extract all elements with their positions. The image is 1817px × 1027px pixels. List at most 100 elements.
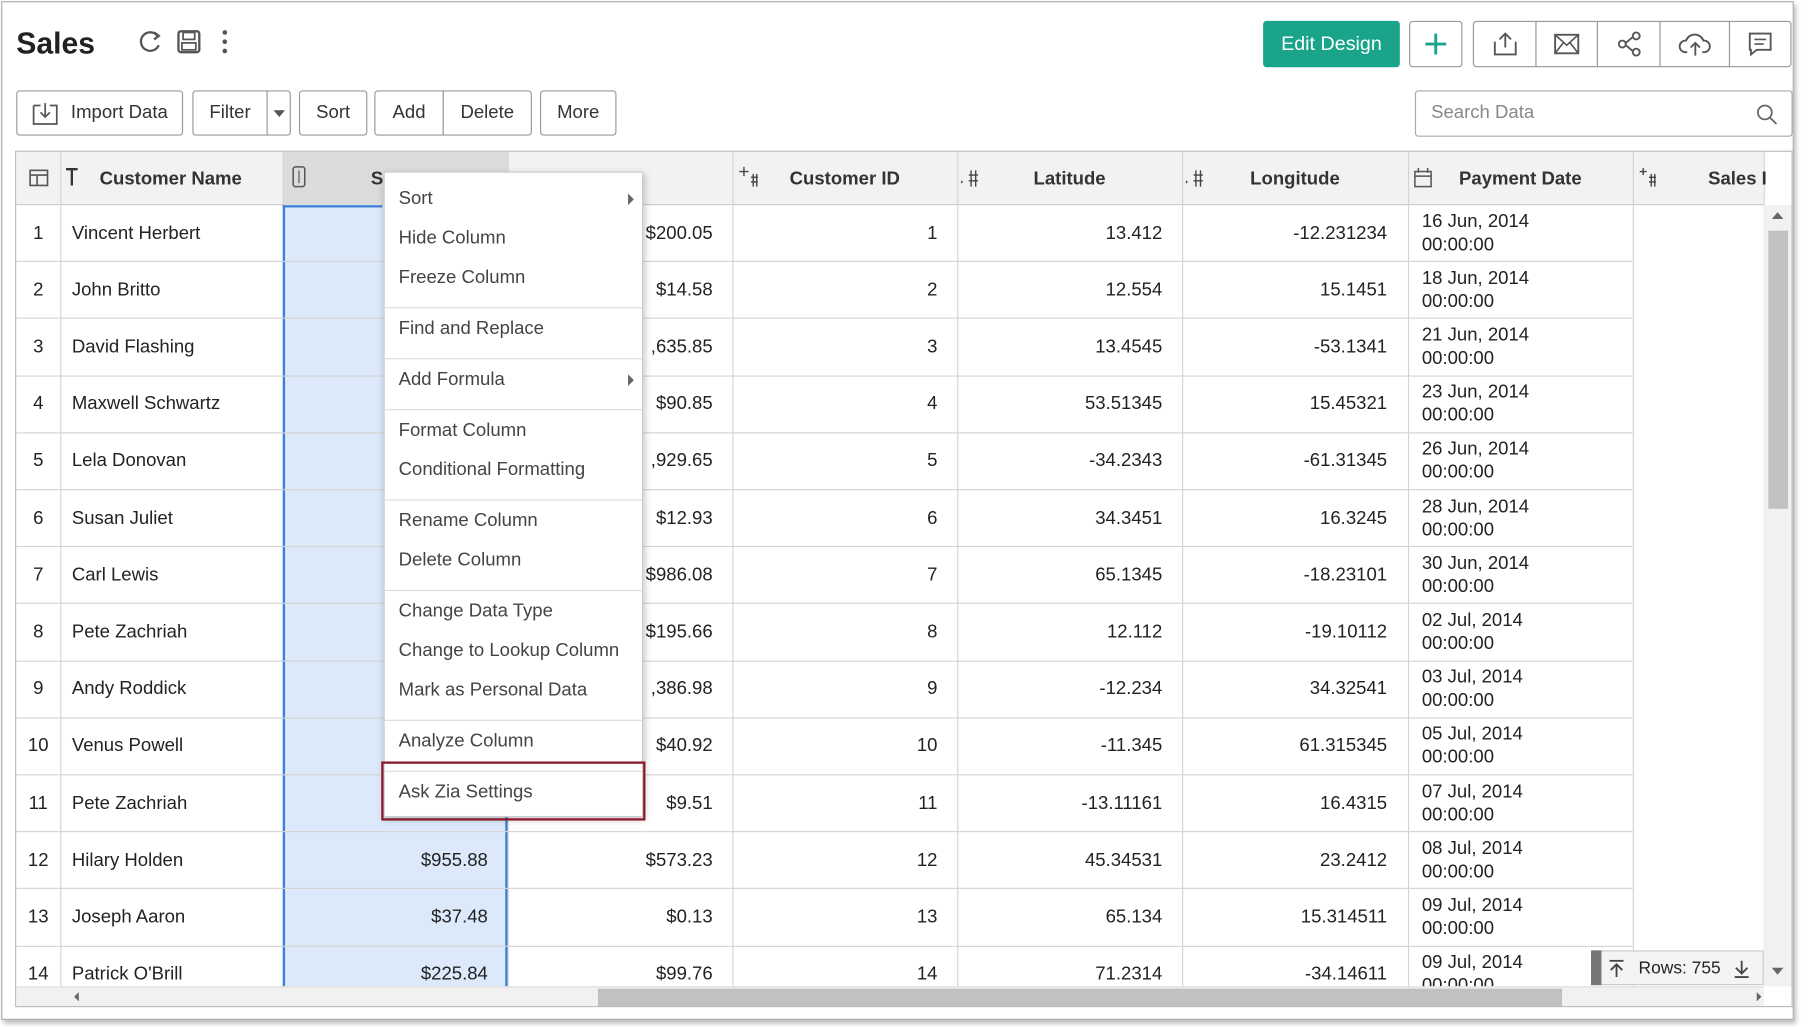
cell: 00:00:00	[1421, 919, 1495, 939]
cell: 00:00:00	[1421, 519, 1495, 540]
cell: $955.88	[420, 850, 488, 871]
rows-counter[interactable]: Rows: 755	[1591, 950, 1764, 986]
column-divider	[60, 151, 62, 987]
column-header[interactable]: Sales I	[1708, 169, 1767, 189]
row-divider	[16, 774, 1633, 776]
vertical-thumb[interactable]	[1768, 230, 1789, 509]
menu-item[interactable]: Delete Column	[398, 550, 522, 571]
menu-separator	[384, 719, 642, 721]
menu-item[interactable]: Change Data Type	[398, 601, 553, 622]
horizontal-thumb[interactable]	[597, 988, 1563, 1007]
share-button[interactable]	[1596, 20, 1661, 68]
cell: 16 Jun, 2014	[1421, 211, 1530, 232]
edit-design-button[interactable]: Edit Design	[1263, 20, 1400, 68]
search-placeholder: Search Data	[1431, 103, 1535, 123]
cell: 9	[927, 679, 938, 700]
menu-item[interactable]: Rename Column	[398, 511, 538, 531]
cell: 65.134	[1105, 907, 1163, 928]
cell: 71.2314	[1095, 964, 1163, 985]
column-header[interactable]: S	[370, 169, 384, 189]
menu-item[interactable]: Format Column	[398, 420, 527, 441]
cell: 00:00:00	[1421, 976, 1495, 987]
row-divider	[16, 546, 1633, 548]
menu-item[interactable]: Sort	[398, 188, 433, 209]
cell: 00:00:00	[1421, 862, 1495, 882]
row-divider	[16, 375, 1633, 377]
delete-button[interactable]: Delete	[442, 90, 532, 136]
cell: 6	[33, 508, 44, 529]
menu-item[interactable]: Mark as Personal Data	[398, 680, 588, 701]
cell: 00:00:00	[1421, 805, 1495, 825]
filter-dropdown[interactable]	[266, 90, 291, 136]
cell: -19.10112	[1304, 622, 1388, 643]
email-button[interactable]	[1535, 20, 1598, 68]
cell: 12	[916, 850, 938, 871]
header-icons[interactable]	[137, 29, 241, 57]
cell: 18 Jun, 2014	[1421, 268, 1530, 289]
column-header[interactable]: Customer ID	[789, 169, 900, 189]
cell: 21 Jun, 2014	[1421, 325, 1530, 346]
menu-item[interactable]: Analyze Column	[398, 731, 534, 752]
cell: 30 Jun, 2014	[1421, 553, 1530, 574]
cell: 7	[33, 565, 44, 586]
cell: David Flashing	[71, 337, 195, 357]
import-button[interactable]: Import Data	[16, 90, 184, 136]
row-divider	[16, 660, 1633, 662]
cell: 16.4315	[1320, 793, 1388, 814]
cell: 11	[918, 793, 938, 814]
publish-button[interactable]	[1659, 20, 1731, 68]
cell: 5	[33, 451, 44, 472]
column-header[interactable]: Customer Name	[99, 169, 242, 189]
column-header[interactable]: Longitude	[1250, 169, 1340, 189]
cell: Susan Juliet	[71, 508, 173, 529]
column-header[interactable]: Payment Date	[1459, 169, 1582, 189]
menu-item[interactable]: Hide Column	[398, 228, 506, 249]
submenu-arrow	[628, 193, 634, 206]
type-icons	[16, 152, 1763, 205]
column-header[interactable]: Latitude	[1033, 169, 1106, 189]
comment-button[interactable]	[1728, 20, 1792, 68]
menu-item[interactable]: Add Formula	[398, 369, 505, 390]
menu-item[interactable]: Ask Zia Settings	[398, 782, 533, 803]
cell: $37.48	[431, 907, 488, 928]
cell: 1	[33, 223, 44, 243]
rows-toggle[interactable]	[1591, 950, 1602, 986]
cell: Maxwell Schwartz	[71, 394, 221, 414]
cell: 14	[27, 964, 49, 985]
cell: -34.14611	[1304, 964, 1388, 985]
menu-item[interactable]: Freeze Column	[398, 267, 526, 288]
sort-button[interactable]: Sort	[298, 90, 368, 136]
cell: 12.112	[1106, 622, 1163, 643]
menu-item[interactable]: Change to Lookup Column	[398, 640, 620, 661]
row-divider	[16, 888, 1633, 890]
cell: 6	[927, 508, 938, 529]
cell: 10	[27, 736, 49, 757]
row-divider	[16, 831, 1633, 833]
cell: 23 Jun, 2014	[1421, 382, 1530, 403]
search-box[interactable]: Search Data	[1414, 90, 1793, 137]
cell: 00:00:00	[1421, 291, 1495, 312]
row-divider	[16, 260, 1633, 263]
cell: 11	[28, 793, 48, 814]
menu-separator	[384, 409, 642, 411]
table-body: 1 Vincent Herbert $200.05 1 13.412 -12.231234…	[16, 205, 1763, 987]
row-divider	[16, 717, 1633, 719]
export-button[interactable]	[1472, 20, 1537, 68]
cell: 3	[927, 337, 938, 357]
cell: 15.1451	[1320, 280, 1388, 300]
add-button[interactable]	[1409, 20, 1463, 68]
cell: Patrick O'Brill	[71, 964, 183, 985]
cell: 4	[927, 394, 938, 414]
more-button[interactable]: More	[540, 90, 617, 136]
menu-item[interactable]: Conditional Formatting	[398, 460, 586, 480]
cell: 1	[927, 223, 938, 243]
menu-item[interactable]: Find and Replace	[398, 318, 544, 339]
add-row-button[interactable]: Add	[374, 90, 444, 136]
cell: -53.1341	[1313, 337, 1388, 357]
filter-button[interactable]: Filter	[192, 90, 268, 136]
cell: 00:00:00	[1421, 576, 1495, 597]
row-divider	[16, 432, 1633, 434]
cell: -18.23101	[1303, 565, 1388, 586]
cell: 00:00:00	[1421, 462, 1495, 483]
menu-separator	[384, 499, 642, 501]
